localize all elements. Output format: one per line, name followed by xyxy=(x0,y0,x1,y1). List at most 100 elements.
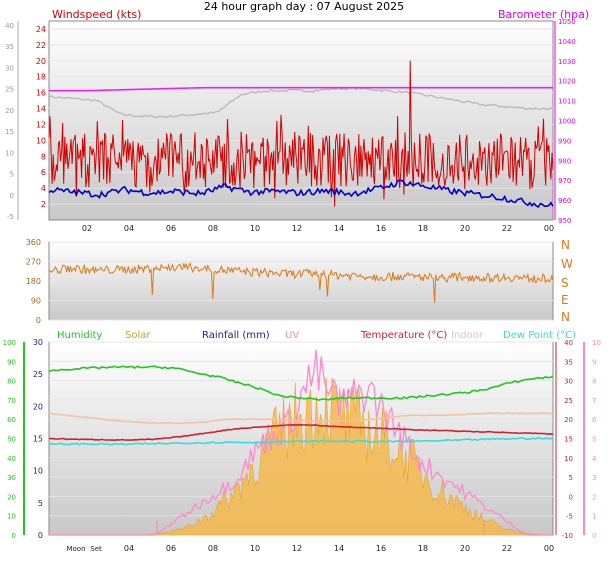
wind-x-tick: 00 xyxy=(544,224,554,233)
baro-tick-label: 1040 xyxy=(558,38,576,46)
wind-tick-label: 8 xyxy=(41,152,46,161)
uv-tick-label: 5 xyxy=(592,436,596,444)
temperature-tick-label: 10 xyxy=(564,455,573,463)
wind-tick-label: 20 xyxy=(36,57,46,66)
compass-label: E xyxy=(561,293,569,307)
temperature-tick-label: 40 xyxy=(564,339,573,347)
wind-x-tick: 22 xyxy=(502,224,512,233)
wind-x-tick: 20 xyxy=(460,224,470,233)
climate-legend: Humidity xyxy=(57,330,102,341)
wind-x-tick: 12 xyxy=(292,224,302,233)
humidity-tick-label: 80 xyxy=(7,378,16,386)
outer-tick-label: 20 xyxy=(5,107,14,115)
baro-tick-label: 990 xyxy=(558,137,571,145)
outer-tick-label: 15 xyxy=(5,128,14,136)
wind-x-tick: 02 xyxy=(82,224,92,233)
baro-tick-label: 950 xyxy=(558,217,571,225)
direction-tick-label: 90 xyxy=(31,297,41,306)
uv-tick-label: 0 xyxy=(592,532,596,540)
barometer-line xyxy=(49,86,553,92)
rain-tick-label: 15 xyxy=(33,435,43,444)
temperature-tick-label: 20 xyxy=(564,416,573,424)
climate-legend: Indoor xyxy=(451,330,484,341)
outer-tick-label: 5 xyxy=(10,171,14,179)
wind-x-tick: 16 xyxy=(376,224,386,233)
windspeed-line xyxy=(48,60,554,207)
wind-legend: Windspeed (kts) xyxy=(52,8,141,21)
wind-tick-label: 4 xyxy=(41,184,46,193)
baro-tick-label: 960 xyxy=(558,197,571,205)
uv-tick-label: 8 xyxy=(592,378,596,386)
compass-label: S xyxy=(561,276,569,290)
baro-tick-label: 1050 xyxy=(558,18,576,26)
wind-tick-label: 2 xyxy=(41,200,46,209)
climate-x-tick: 14 xyxy=(334,544,344,553)
temperature-line xyxy=(48,423,554,442)
uv-tick-label: 9 xyxy=(592,358,596,366)
uv-tick-label: 7 xyxy=(592,397,596,405)
indoor-line xyxy=(48,412,554,425)
wind-tick-label: 22 xyxy=(36,41,46,50)
temperature-tick-label: 0 xyxy=(569,493,573,501)
wind-tick-label: 10 xyxy=(36,136,46,145)
wind-tick-label: 6 xyxy=(41,168,46,177)
outer-tick-label: 35 xyxy=(5,43,14,51)
wind-tick-label: 12 xyxy=(36,120,46,129)
baro-tick-label: 970 xyxy=(558,177,571,185)
uv-tick-label: 10 xyxy=(592,339,601,347)
climate-x-tick: 10 xyxy=(250,544,260,553)
humidity-line xyxy=(48,365,554,402)
climate-x-tick: 08 xyxy=(208,544,218,553)
dew-point-line xyxy=(48,436,554,446)
outer-tick-label: 25 xyxy=(5,86,14,94)
direction-tick-label: 0 xyxy=(36,316,41,325)
humidity-tick-label: 40 xyxy=(7,455,16,463)
compass-label: N xyxy=(561,310,570,324)
climate-x-tick: Set xyxy=(90,545,102,553)
grey-series-line xyxy=(48,86,554,119)
baro-tick-label: 980 xyxy=(558,157,571,165)
uv-tick-label: 1 xyxy=(592,513,596,521)
climate-x-tick: 00 xyxy=(544,544,554,553)
baro-tick-label: 1030 xyxy=(558,58,576,66)
temperature-tick-label: 25 xyxy=(564,397,573,405)
page-title: 24 hour graph day : 07 August 2025 xyxy=(204,0,404,13)
rain-tick-label: 0 xyxy=(38,531,43,540)
climate-legend: Rainfall (mm) xyxy=(202,330,270,341)
climate-legend: Dew Point (°C) xyxy=(503,330,576,341)
rain-tick-label: 10 xyxy=(33,467,43,476)
outer-tick-label: 10 xyxy=(5,149,14,157)
uv-tick-label: 2 xyxy=(592,493,596,501)
rain-tick-label: 30 xyxy=(33,338,43,347)
wind-x-tick: 06 xyxy=(166,224,176,233)
direction-tick-label: 360 xyxy=(26,238,41,247)
compass-label: W xyxy=(561,257,573,271)
outer-tick-label: 40 xyxy=(5,22,14,30)
climate-x-tick: 16 xyxy=(376,544,386,553)
outer-tick-label: 30 xyxy=(5,64,14,72)
baro-tick-label: 1010 xyxy=(558,98,576,106)
humidity-tick-label: 90 xyxy=(7,358,16,366)
wind-x-tick: 08 xyxy=(208,224,218,233)
baro-legend: Barometer (hpa) xyxy=(498,8,589,21)
wind-x-tick: 04 xyxy=(124,224,134,233)
uv-tick-label: 6 xyxy=(592,416,597,424)
uv-tick-label: 4 xyxy=(592,455,597,463)
wind-tick-label: 16 xyxy=(36,89,46,98)
outer-tick-label: 0 xyxy=(10,192,14,200)
humidity-tick-label: 50 xyxy=(7,436,16,444)
wind-tick-label: 24 xyxy=(36,25,46,34)
wind-x-tick: 14 xyxy=(334,224,344,233)
humidity-tick-label: 100 xyxy=(3,339,16,347)
climate-legend: Temperature (°C) xyxy=(360,330,447,341)
uv-tick-label: 3 xyxy=(592,474,596,482)
climate-x-tick: 18 xyxy=(418,544,428,553)
direction-tick-label: 180 xyxy=(26,277,41,286)
temperature-tick-label: 15 xyxy=(564,436,573,444)
humidity-tick-label: 0 xyxy=(12,532,16,540)
direction-tick-label: 270 xyxy=(26,258,41,267)
temperature-tick-label: 5 xyxy=(569,474,573,482)
humidity-tick-label: 60 xyxy=(7,416,16,424)
climate-legend: UV xyxy=(285,330,299,341)
